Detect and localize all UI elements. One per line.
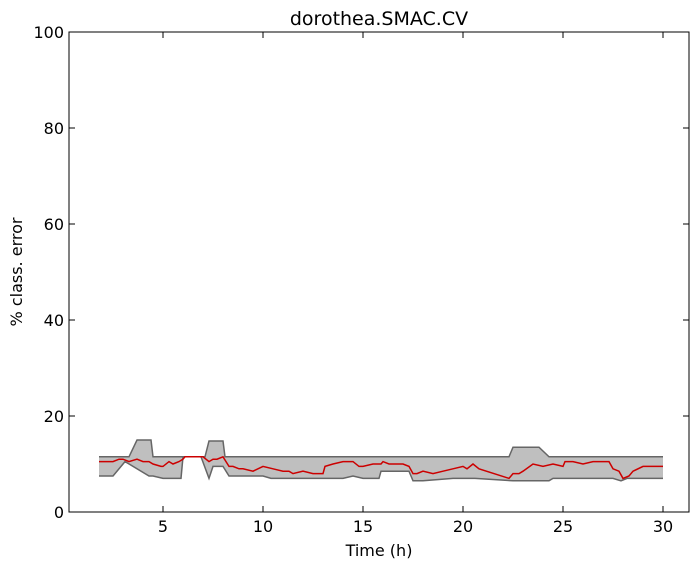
x-tick-label: 15: [353, 517, 373, 536]
x-tick-label: 10: [253, 517, 273, 536]
x-axis-label: Time (h): [345, 541, 413, 560]
error-band-layer: [99, 439, 663, 482]
y-tick-label: 40: [44, 311, 64, 330]
x-axis: 5 10 15 20 25 30: [158, 32, 673, 536]
lower-bound-line: [99, 456, 663, 482]
upper-bound-line: [99, 439, 663, 458]
y-axis: 0 20 40 60 80 100: [33, 23, 689, 522]
x-tick-label: 25: [553, 517, 573, 536]
median-line-layer: [99, 455, 663, 480]
plot-frame: [68, 31, 690, 513]
y-tick-label: 0: [54, 503, 64, 522]
y-tick-label: 20: [44, 407, 64, 426]
x-tick-label: 5: [158, 517, 168, 536]
y-tick-label: 60: [44, 215, 64, 234]
x-tick-label: 20: [453, 517, 473, 536]
chart-title: dorothea.SMAC.CV: [290, 8, 468, 30]
y-tick-label: 100: [33, 23, 64, 42]
x-tick-label: 30: [653, 517, 673, 536]
y-tick-label: 80: [44, 119, 64, 138]
error-band-area: [99, 440, 663, 481]
median-line: [99, 455, 663, 480]
y-axis-label: % class. error: [7, 217, 26, 326]
